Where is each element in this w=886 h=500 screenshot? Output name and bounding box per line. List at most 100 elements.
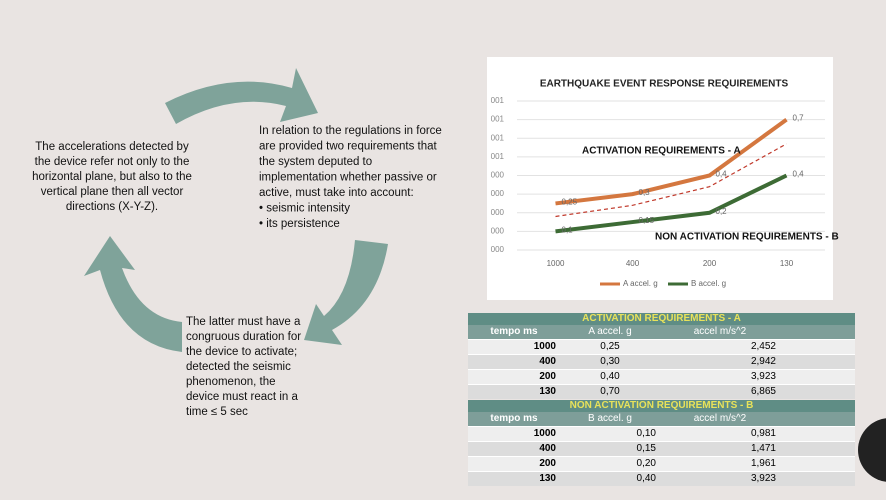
y-tick-label: 000 <box>491 208 505 217</box>
y-tick-label: 000 <box>491 226 505 235</box>
x-tick-label: 130 <box>780 259 794 268</box>
table-cell: 0,25 <box>560 339 660 355</box>
cycle-arrows <box>84 68 388 352</box>
bottom-text: detected the seismic <box>186 361 291 373</box>
table-row: 400 0,15 1,471 <box>468 441 856 457</box>
table-cell <box>780 325 856 340</box>
table-cell: 0,70 <box>560 384 660 399</box>
table-cell: tempo ms <box>468 412 560 427</box>
table-row: 130 0,40 3,923 <box>468 471 856 486</box>
table-row: 1000 0,25 2,452 <box>468 339 856 355</box>
data-label: 0,4 <box>716 170 728 179</box>
chart-panel <box>487 57 833 300</box>
trend-line <box>555 143 787 218</box>
table-cell: 400 <box>468 354 560 370</box>
table-cell: accel m/s^2 <box>660 412 780 427</box>
table-cell: 2,452 <box>660 339 780 355</box>
table-cell <box>780 384 856 399</box>
table-cell: 6,865 <box>660 384 780 399</box>
bottom-text: congruous duration for <box>186 331 301 343</box>
legend-label: A accel. g <box>623 279 658 288</box>
table-cell: accel m/s^2 <box>660 325 780 340</box>
y-tick-label: 001 <box>491 115 505 124</box>
table-cell: 0,40 <box>560 369 660 385</box>
table-cell: tempo ms <box>468 325 560 340</box>
x-tick-label: 200 <box>703 259 717 268</box>
table-cell: 3,923 <box>660 471 780 486</box>
arrow-top <box>165 68 318 124</box>
table-cell: A accel. g <box>560 325 660 340</box>
table-row: 1000 0,10 0,981 <box>468 426 856 442</box>
table-cell: 0,981 <box>660 426 780 442</box>
bottom-text: time ≤ 5 sec <box>186 406 248 418</box>
y-tick-label: 001 <box>491 133 505 142</box>
table-cell: 2,942 <box>660 354 780 370</box>
table-cell: 0,10 <box>560 426 660 442</box>
table-row: 130 0,70 6,865 <box>468 384 856 399</box>
table-cell <box>780 441 856 457</box>
table-cell <box>780 412 856 427</box>
left-text: the device refer not only to the <box>35 156 190 168</box>
table-row: 200 0,20 1,961 <box>468 456 856 472</box>
table-cell <box>780 354 856 370</box>
corner-dot <box>858 418 886 482</box>
table-cell: 130 <box>468 471 560 486</box>
table-cell: 1,471 <box>660 441 780 457</box>
annotation: ACTIVATION REQUIREMENTS - A <box>582 146 741 157</box>
table-cell <box>780 426 856 442</box>
table-cell: 200 <box>468 456 560 472</box>
data-label: 0,15 <box>639 216 655 225</box>
table-cell: B accel. g <box>560 412 660 427</box>
table-cell: 130 <box>468 384 560 399</box>
legend-label: B accel. g <box>691 279 726 288</box>
table-cell: 0,30 <box>560 354 660 370</box>
top-right-text: are provided two requirements that <box>259 141 438 153</box>
table-cell <box>780 369 856 385</box>
left-text: The accelerations detected by <box>35 141 189 153</box>
data-label: 0,2 <box>716 207 728 216</box>
table-row: 400 0,30 2,942 <box>468 354 856 370</box>
chart-title: EARTHQUAKE EVENT RESPONSE REQUIREMENTS <box>540 79 789 90</box>
table-cell <box>780 339 856 355</box>
table-cell <box>780 456 856 472</box>
table-header: tempo ms A accel. g accel m/s^2 <box>468 325 856 340</box>
bottom-text: device must react in a <box>186 391 298 403</box>
table-row: 200 0,40 3,923 <box>468 369 856 385</box>
table-cell: ACTIVATION REQUIREMENTS - A <box>468 313 856 325</box>
table-cell: 0,40 <box>560 471 660 486</box>
table-cell: 1000 <box>468 426 560 442</box>
left-text: vertical plane then all vector <box>41 186 184 198</box>
series-line <box>555 118 788 206</box>
table-cell: 0,20 <box>560 456 660 472</box>
bottom-text: The latter must have a <box>186 316 301 328</box>
y-tick-label: 001 <box>491 152 505 161</box>
bottom-text: phenomenon, the <box>186 376 276 388</box>
bottom-text: the device to activate; <box>186 346 297 358</box>
y-tick-label: 000 <box>491 171 505 180</box>
table-cell: 1000 <box>468 339 560 355</box>
table-cell: 1,961 <box>660 456 780 472</box>
table-title: ACTIVATION REQUIREMENTS - A <box>468 313 856 325</box>
table-cell: 3,923 <box>660 369 780 385</box>
data-label: 0,3 <box>639 188 651 197</box>
data-label: 0,7 <box>793 114 805 123</box>
top-right-text: implementation whether passive or <box>259 172 437 184</box>
table-cell: NON ACTIVATION REQUIREMENTS - B <box>468 400 856 412</box>
x-tick-label: 1000 <box>547 259 565 268</box>
arrow-right <box>304 240 388 345</box>
table-header: tempo ms B accel. g accel m/s^2 <box>468 412 856 427</box>
data-label: 0,4 <box>793 170 805 179</box>
top-right-text: active, must take into account: <box>259 187 414 199</box>
data-label: 0,1 <box>562 225 574 234</box>
data-label: 0,25 <box>562 198 578 207</box>
y-tick-label: 000 <box>491 245 505 254</box>
table-cell: 200 <box>468 369 560 385</box>
top-right-text: • its persistence <box>259 218 340 230</box>
left-text: horizontal plane, but also to the <box>32 171 192 183</box>
arrow-left <box>84 236 182 352</box>
table-cell: 400 <box>468 441 560 457</box>
table-cell <box>780 471 856 486</box>
